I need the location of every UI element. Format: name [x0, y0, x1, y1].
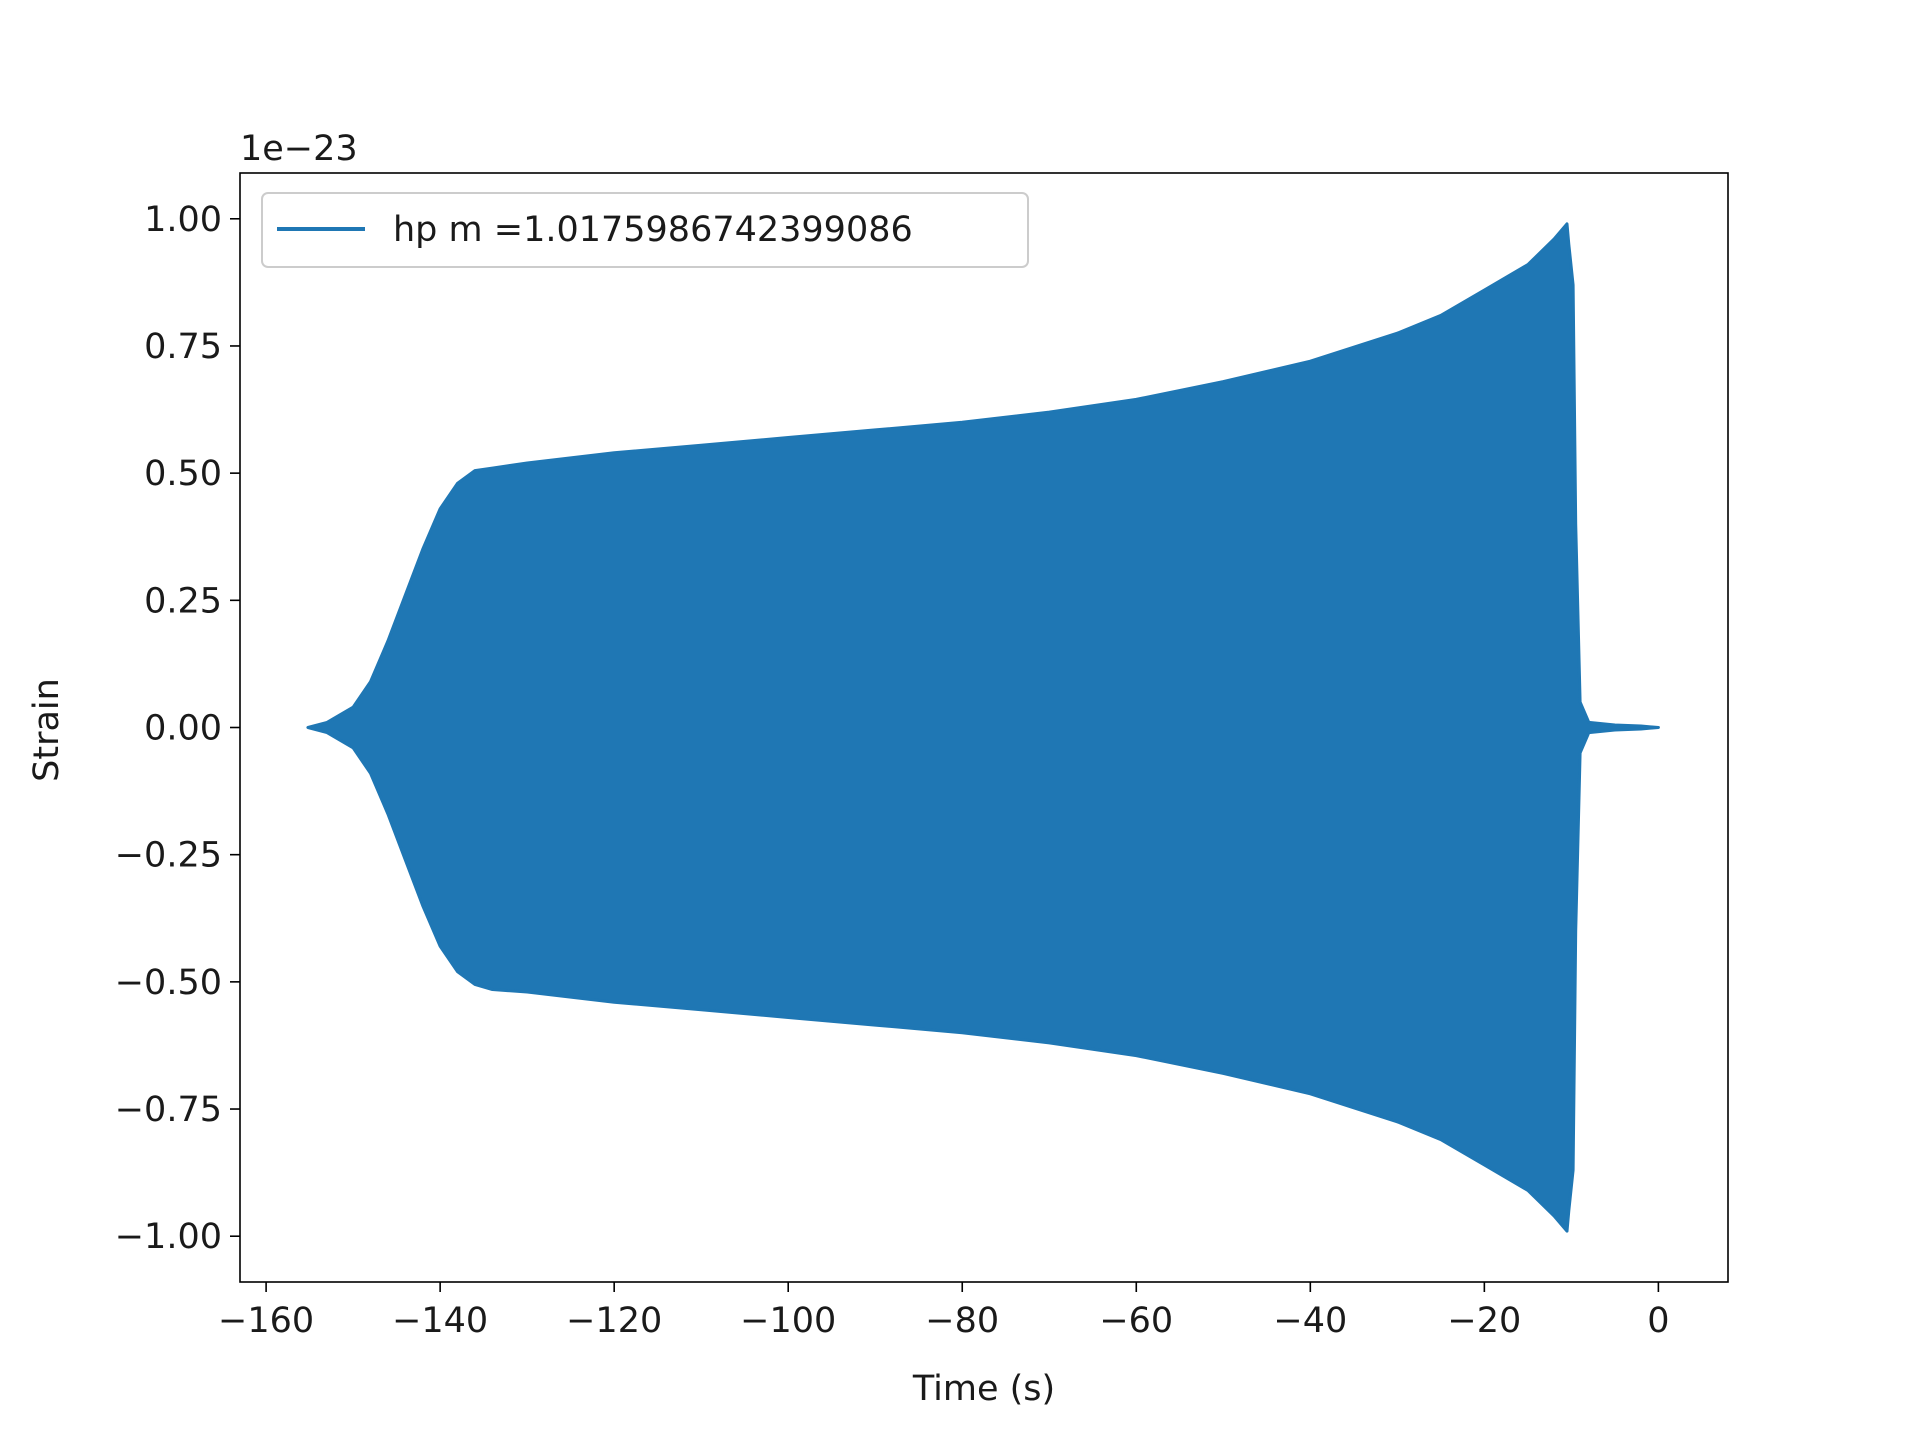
legend-entry-label: hp m =1.0175986742399086: [393, 210, 913, 250]
y-tick-label: 0.00: [144, 709, 222, 749]
y-tick-label: 1.00: [144, 200, 222, 240]
y-tick-label: −0.25: [115, 836, 222, 876]
y-axis-label: Strain: [27, 678, 67, 782]
y-tick-label: −0.50: [115, 963, 222, 1003]
y-tick-label: −1.00: [115, 1217, 222, 1257]
y-offset-text: 1e−23: [240, 129, 358, 169]
x-tick-label: −20: [1447, 1301, 1521, 1341]
y-tick-label: 0.75: [144, 327, 222, 367]
y-tick-label: −0.75: [115, 1090, 222, 1130]
series-band-0: [306, 222, 1660, 1233]
y-tick-label: 0.50: [144, 454, 222, 494]
x-tick-label: −80: [925, 1301, 999, 1341]
x-axis-label: Time (s): [912, 1369, 1055, 1409]
x-tick-label: −120: [566, 1301, 662, 1341]
x-tick-label: −160: [218, 1301, 314, 1341]
x-tick-label: −100: [740, 1301, 836, 1341]
x-tick-label: −140: [392, 1301, 488, 1341]
x-tick-label: −60: [1099, 1301, 1173, 1341]
x-tick-label: −40: [1273, 1301, 1347, 1341]
legend-frame: [261, 192, 1029, 268]
y-axis: 1.00 0.75 0.50 0.25 0.00 −0.25 −0.50 −0.75 −1.00: [115, 200, 240, 1257]
x-tick-label: 0: [1647, 1301, 1669, 1341]
x-axis: −160 −140 −120 −100 −80 −60 −40 −20 0: [218, 1282, 1670, 1341]
plot-area: [306, 222, 1660, 1233]
y-tick-label: 0.25: [144, 581, 222, 621]
legend: hp m =1.0175986742399086: [261, 192, 1029, 268]
